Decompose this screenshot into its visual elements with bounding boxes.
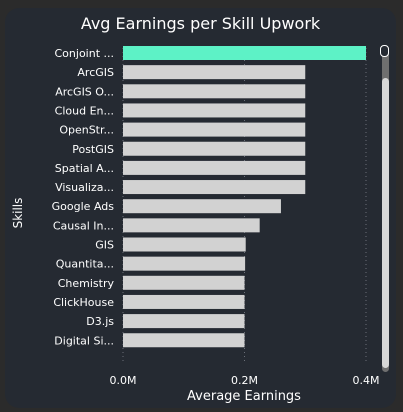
- category-label-2: ArcGIS O...: [55, 85, 114, 98]
- scrollbar-thumb[interactable]: [382, 78, 389, 368]
- bar-5: [123, 141, 306, 156]
- category-label-1: ArcGIS: [77, 66, 114, 79]
- category-label-5: PostGIS: [72, 143, 114, 156]
- category-label-14: D3.js: [86, 315, 114, 328]
- bar-11: [123, 256, 246, 271]
- bar-14: [123, 314, 245, 329]
- y-axis-title: Skills: [11, 198, 25, 229]
- bar-10: [123, 237, 246, 252]
- category-label-6: Spatial A...: [55, 162, 114, 175]
- bar-4: [123, 122, 306, 137]
- category-label-11: Quantita...: [56, 258, 114, 271]
- chart-card: Avg Earnings per Skill Upwork Conjoint .…: [5, 8, 396, 408]
- bar-chart: Conjoint ... ArcGIS ArcGIS O... Cloud En...…: [11, 46, 380, 404]
- bar-2: [123, 84, 306, 99]
- category-label-13: ClickHouse: [53, 296, 114, 309]
- category-label-7: Visualiza...: [55, 181, 114, 194]
- bar-8: [123, 199, 281, 214]
- category-label-8: Google Ads: [52, 200, 115, 213]
- category-label-3: Cloud En...: [55, 104, 114, 117]
- category-label-0: Conjoint ...: [55, 47, 115, 60]
- bar-9: [123, 218, 260, 233]
- category-label-4: OpenStr...: [59, 124, 114, 137]
- x-tick-label-1: 0.2M: [231, 374, 258, 387]
- bar-13: [123, 294, 245, 309]
- chart-scrollbar[interactable]: [382, 46, 389, 372]
- bar-12: [123, 275, 245, 290]
- bar-15: [123, 333, 245, 348]
- bar-1: [123, 65, 306, 80]
- x-tick-label-2: 0.4M: [353, 374, 380, 387]
- chart-title: Avg Earnings per Skill Upwork: [80, 14, 321, 33]
- x-axis-title: Average Earnings: [187, 389, 301, 404]
- bar-7: [123, 180, 306, 195]
- x-tick-label-0: 0.0M: [110, 374, 137, 387]
- category-label-10: GIS: [95, 239, 114, 252]
- bar-0: [123, 46, 366, 60]
- bar-6: [123, 160, 306, 175]
- category-label-12: Chemistry: [58, 277, 115, 290]
- category-label-15: Digital Si...: [54, 334, 114, 347]
- bar-3: [123, 103, 306, 118]
- scrollbar-grip-handle[interactable]: [380, 45, 389, 57]
- category-label-9: Causal In...: [53, 219, 114, 232]
